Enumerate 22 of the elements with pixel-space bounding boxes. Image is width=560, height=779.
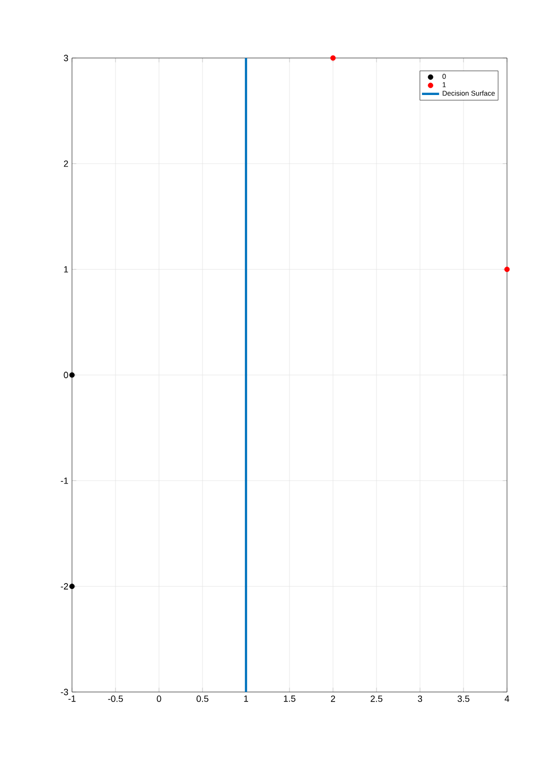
y-tick-label: 2 xyxy=(64,160,68,167)
x-tick-label: -0.5 xyxy=(108,696,123,702)
y-tick-label: 1 xyxy=(64,266,68,272)
x-tick-label: 3 xyxy=(418,696,422,702)
x-tick-label: 0 xyxy=(156,696,162,702)
point xyxy=(69,372,75,378)
x-tick-label: 1 xyxy=(244,696,248,702)
point xyxy=(330,55,336,61)
x-tick-label: 1.5 xyxy=(284,696,296,702)
point xyxy=(69,584,75,590)
x-tick-label: -1 xyxy=(68,696,76,702)
y-tick-label: 0 xyxy=(64,372,68,378)
x-tick-label: 3.5 xyxy=(458,696,470,702)
y-tick-label: -3 xyxy=(60,688,68,696)
point xyxy=(504,266,510,272)
x-tick-label: 2 xyxy=(330,696,336,702)
y-tick-label: -1 xyxy=(60,478,68,484)
y-tick-label: -2 xyxy=(60,583,68,590)
x-tick-label: 0.5 xyxy=(196,696,208,702)
y-tick-label: 3 xyxy=(64,54,68,62)
x-tick-label: 4 xyxy=(504,696,510,702)
x-tick-label: 2.5 xyxy=(370,696,382,702)
